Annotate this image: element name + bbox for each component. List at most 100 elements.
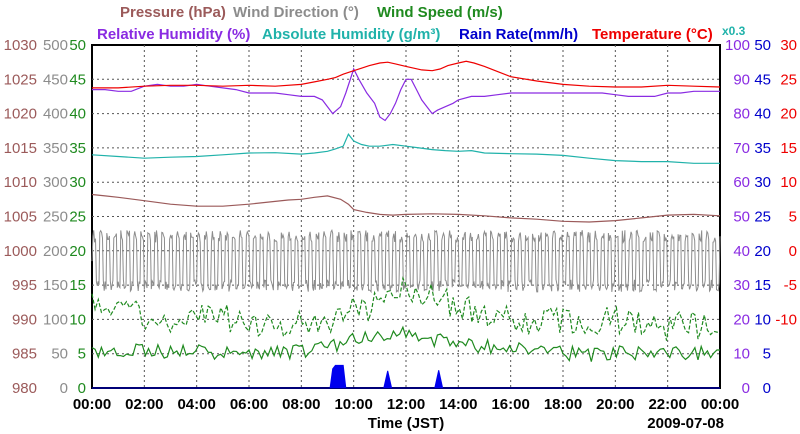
left-tick-wind-direction: 250 (43, 209, 68, 226)
left-tick-pressure: 990 (12, 311, 37, 328)
left-tick-pressure: 985 (12, 346, 37, 363)
title-wind-direction: Wind Direction (°) (233, 4, 359, 21)
title-wind-speed-m-s: Wind Speed (m/s) (377, 4, 503, 21)
right-tick-rain-rate: 35 (754, 140, 771, 157)
left-tick-wind-speed: 35 (69, 140, 86, 157)
right-tick-temperature: 10 (780, 174, 797, 191)
x-tick-label: 14:00 (439, 396, 477, 413)
x-tick-label: 02:00 (125, 396, 163, 413)
right-tick-relative-humidity: 100 (725, 37, 750, 54)
right-tick-rain-rate: 50 (754, 37, 771, 54)
title-absolute-humidity-g-m: Absolute Humidity (g/m³) (262, 26, 440, 43)
left-tick-wind-speed: 30 (69, 174, 86, 191)
x-axis: 00:00 02:00 04:00 06:00 08:00 10:00 12:00 14:00… (73, 396, 739, 432)
right-tick-relative-humidity: 40 (733, 243, 750, 260)
right-tick-temperature: 15 (780, 140, 797, 157)
left-tick-wind-direction: 450 (43, 71, 68, 88)
right-tick-rain-rate: 5 (763, 346, 771, 363)
left-tick-pressure: 995 (12, 277, 37, 294)
right-tick-relative-humidity: 10 (733, 346, 750, 363)
x-tick-label: 00:00 (701, 396, 739, 413)
series-wind-speed-mean (91, 325, 720, 363)
x-tick-label: 22:00 (648, 396, 686, 413)
left-tick-wind-speed: 10 (69, 311, 86, 328)
series-wind-direction (91, 229, 721, 294)
series-wind-speed-gust (91, 275, 721, 341)
right-tick-rain-rate: 40 (754, 106, 771, 123)
left-tick-wind-speed: 45 (69, 71, 86, 88)
left-tick-pressure: 1000 (4, 243, 37, 260)
title-relative-humidity: Relative Humidity (%) (97, 26, 250, 43)
left-tick-wind-speed: 15 (69, 277, 86, 294)
right-tick-rain-rate: 0 (763, 380, 771, 397)
x-tick-label: 16:00 (491, 396, 529, 413)
left-tick-wind-speed: 20 (69, 243, 86, 260)
left-tick-wind-speed: 25 (69, 209, 86, 226)
left-tick-wind-direction: 100 (43, 311, 68, 328)
left-tick-wind-direction: 300 (43, 174, 68, 191)
x-tick-label: 20:00 (596, 396, 634, 413)
multiplier-label: x0.3 (722, 24, 746, 38)
date-label: 2009-07-08 (647, 415, 724, 432)
left-tick-wind-direction: 400 (43, 106, 68, 123)
left-tick-wind-speed: 40 (69, 106, 86, 123)
left-tick-wind-direction: 200 (43, 243, 68, 260)
chart-titles: Pressure (hPa) Wind Direction (°) Wind Spe… (97, 4, 746, 43)
x-tick-label: 12:00 (387, 396, 425, 413)
right-tick-relative-humidity: 0 (742, 380, 750, 397)
right-tick-rain-rate: 10 (754, 311, 771, 328)
right-tick-rain-rate: 45 (754, 71, 771, 88)
left-tick-pressure: 1005 (4, 209, 37, 226)
left-axes: 1030102510201015101010051000995990985980… (4, 37, 86, 397)
left-tick-pressure: 1020 (4, 106, 37, 123)
left-tick-pressure: 1030 (4, 37, 37, 54)
right-tick-rain-rate: 15 (754, 277, 771, 294)
title-pressure-hpa: Pressure (hPa) (120, 4, 226, 21)
left-tick-pressure: 1010 (4, 174, 37, 191)
left-tick-wind-direction: 150 (43, 277, 68, 294)
x-tick-label: 06:00 (230, 396, 268, 413)
x-tick-label: 18:00 (544, 396, 582, 413)
left-tick-pressure: 1015 (4, 140, 37, 157)
right-tick-relative-humidity: 30 (733, 277, 750, 294)
series-absolute-humidity (91, 133, 720, 164)
right-tick-relative-humidity: 20 (733, 311, 750, 328)
left-tick-wind-direction: 50 (51, 346, 68, 363)
right-tick-relative-humidity: 60 (733, 174, 750, 191)
right-tick-temperature: 30 (780, 37, 797, 54)
x-tick-label: 10:00 (334, 396, 372, 413)
left-tick-wind-speed: 5 (78, 346, 86, 363)
right-tick-relative-humidity: 80 (733, 106, 750, 123)
series-relative-humidity (92, 67, 720, 122)
right-tick-rain-rate: 30 (754, 174, 771, 191)
x-tick-label: 08:00 (282, 396, 320, 413)
left-tick-wind-direction: 350 (43, 140, 68, 157)
series-pressure (91, 193, 721, 223)
series-rain-rate (92, 364, 720, 389)
series-temperature (92, 60, 721, 89)
right-tick-temperature: 25 (780, 71, 797, 88)
left-tick-pressure: 980 (12, 380, 37, 397)
left-tick-wind-direction: 500 (43, 37, 68, 54)
right-tick-relative-humidity: 90 (733, 71, 750, 88)
x-tick-label: 04:00 (177, 396, 215, 413)
right-axes: 1009080706050403020100504540353025201510… (725, 37, 797, 397)
right-tick-temperature: 5 (789, 209, 797, 226)
right-tick-rain-rate: 25 (754, 209, 771, 226)
right-tick-temperature: -5 (784, 277, 797, 294)
right-tick-temperature: -10 (775, 311, 797, 328)
left-tick-wind-direction: 0 (60, 380, 68, 397)
title-rain-rate-mm-h: Rain Rate(mm/h) (459, 26, 578, 43)
left-tick-wind-speed: 50 (69, 37, 86, 54)
right-tick-temperature: 20 (780, 106, 797, 123)
right-tick-relative-humidity: 70 (733, 140, 750, 157)
title-temperature-c: Temperature (°C) (592, 26, 713, 43)
left-tick-wind-speed: 0 (78, 380, 86, 397)
x-tick-label: 00:00 (73, 396, 111, 413)
right-tick-relative-humidity: 50 (733, 209, 750, 226)
right-tick-rain-rate: 20 (754, 243, 771, 260)
x-axis-label: Time (JST) (368, 415, 444, 432)
series-layer (91, 60, 721, 389)
right-tick-temperature: 0 (789, 243, 797, 260)
